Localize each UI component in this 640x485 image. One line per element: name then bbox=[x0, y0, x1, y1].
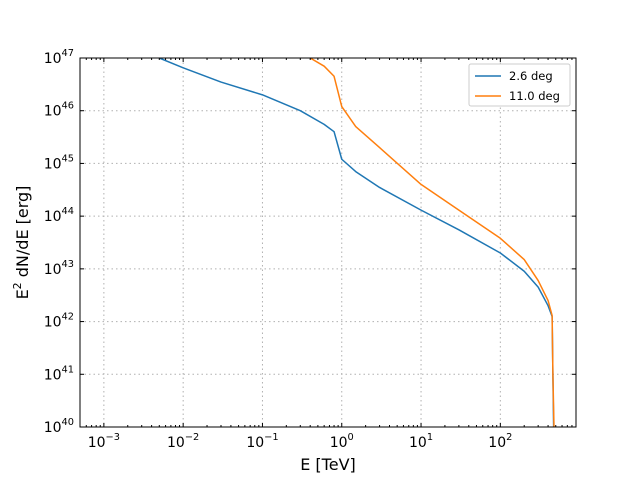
y-tick-label-exp: 42 bbox=[62, 312, 74, 323]
y-tick-label-exp: 45 bbox=[62, 153, 74, 164]
x-tick-label: 10−2 bbox=[167, 432, 199, 451]
x-tick-label-exp: −2 bbox=[185, 432, 199, 443]
y-tick-label-base: 10 bbox=[44, 262, 62, 278]
x-tick-label-exp: −3 bbox=[106, 432, 120, 443]
legend-label-2-6-deg: 2.6 deg bbox=[509, 69, 553, 83]
legend-label-11-0-deg: 11.0 deg bbox=[509, 89, 560, 103]
y-axis-label: E2 dN/dE [erg] bbox=[11, 186, 32, 300]
plot-frame bbox=[79, 57, 577, 428]
y-tick-label: 1041 bbox=[44, 364, 74, 383]
x-tick-label-exp: 2 bbox=[506, 432, 512, 443]
y-tick-label-base: 10 bbox=[44, 315, 62, 331]
y-tick-label-base: 10 bbox=[44, 420, 62, 436]
x-tick-label: 10−3 bbox=[88, 432, 120, 451]
y-tick-label-base: 10 bbox=[44, 51, 62, 67]
y-tick-label: 1040 bbox=[44, 417, 74, 436]
y-tick-label: 1043 bbox=[44, 259, 74, 278]
y-tick-label-exp: 41 bbox=[62, 364, 74, 375]
x-tick-label-base: 10 bbox=[167, 435, 185, 451]
x-tick-label-exp: 0 bbox=[348, 432, 354, 443]
x-tick-label: 101 bbox=[409, 432, 433, 451]
legend: 2.6 deg 11.0 deg bbox=[468, 63, 571, 107]
y-tick-label-base: 10 bbox=[44, 156, 62, 172]
series-line-11-0-deg bbox=[309, 58, 555, 427]
x-tick-label: 100 bbox=[330, 432, 354, 451]
x-tick-label-exp: 1 bbox=[427, 432, 433, 443]
x-tick-label-base: 10 bbox=[330, 435, 348, 451]
x-tick-label-exp: −1 bbox=[264, 432, 278, 443]
x-axis-ticks: 10−3 10−2 10−1 100 101 102 bbox=[79, 58, 577, 451]
y-tick-label: 1047 bbox=[44, 48, 74, 67]
y-tick-label: 1045 bbox=[44, 153, 74, 172]
x-axis-label: E [TeV] bbox=[300, 455, 356, 474]
x-tick-label-base: 10 bbox=[488, 435, 506, 451]
x-tick-label-base: 10 bbox=[88, 435, 106, 451]
y-tick-label-base: 10 bbox=[44, 104, 62, 120]
y-tick-label-exp: 47 bbox=[62, 48, 74, 59]
series-lines bbox=[159, 58, 555, 427]
y-tick-label: 1042 bbox=[44, 312, 74, 331]
y-axis-label-sup: 2 bbox=[11, 282, 24, 289]
y-tick-label-exp: 40 bbox=[62, 417, 74, 428]
y-tick-label-exp: 46 bbox=[62, 101, 74, 112]
y-axis-label-base: E bbox=[13, 289, 32, 299]
x-tick-label-base: 10 bbox=[246, 435, 264, 451]
x-tick-label: 10−1 bbox=[246, 432, 278, 451]
y-tick-label-exp: 44 bbox=[62, 206, 74, 217]
y-axis-label-rest: dN/dE [erg] bbox=[13, 186, 32, 283]
x-tick-label-base: 10 bbox=[409, 435, 427, 451]
y-tick-label: 1046 bbox=[44, 101, 74, 120]
y-tick-label: 1044 bbox=[44, 206, 74, 225]
y-tick-label-exp: 43 bbox=[62, 259, 74, 270]
y-tick-label-base: 10 bbox=[44, 367, 62, 383]
x-tick-label: 102 bbox=[488, 432, 512, 451]
series-line-2-6-deg bbox=[159, 58, 555, 427]
y-tick-label-base: 10 bbox=[44, 209, 62, 225]
grid bbox=[80, 57, 576, 428]
